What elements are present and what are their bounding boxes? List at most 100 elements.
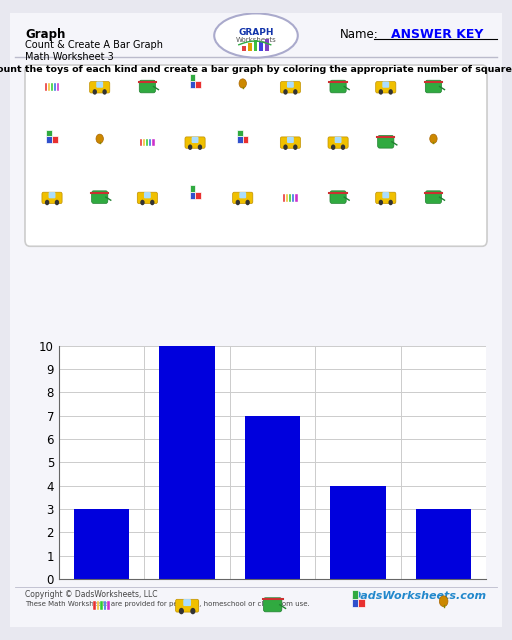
FancyBboxPatch shape	[140, 139, 142, 147]
FancyBboxPatch shape	[189, 74, 195, 81]
FancyBboxPatch shape	[283, 194, 285, 202]
Circle shape	[283, 145, 288, 150]
FancyBboxPatch shape	[191, 137, 199, 143]
FancyBboxPatch shape	[139, 80, 156, 93]
Bar	[74, 509, 130, 579]
Circle shape	[430, 134, 437, 143]
FancyBboxPatch shape	[289, 194, 291, 202]
Circle shape	[293, 145, 297, 150]
Circle shape	[150, 200, 155, 205]
Text: DadsWorksheets.com: DadsWorksheets.com	[352, 591, 487, 602]
FancyBboxPatch shape	[248, 43, 251, 51]
FancyBboxPatch shape	[378, 136, 394, 148]
FancyBboxPatch shape	[253, 40, 258, 51]
Circle shape	[190, 608, 196, 614]
FancyBboxPatch shape	[352, 591, 358, 598]
FancyBboxPatch shape	[25, 65, 487, 246]
Circle shape	[96, 134, 103, 143]
FancyBboxPatch shape	[260, 42, 263, 51]
Bar	[330, 486, 386, 579]
FancyBboxPatch shape	[242, 46, 246, 51]
FancyBboxPatch shape	[51, 83, 53, 91]
FancyBboxPatch shape	[90, 82, 110, 93]
Text: Copyright © DadsWorksheets, LLC: Copyright © DadsWorksheets, LLC	[25, 590, 158, 599]
Circle shape	[179, 608, 184, 614]
FancyBboxPatch shape	[183, 599, 191, 606]
FancyBboxPatch shape	[152, 139, 155, 147]
FancyBboxPatch shape	[281, 137, 301, 148]
Circle shape	[93, 89, 97, 95]
Circle shape	[379, 89, 383, 95]
FancyBboxPatch shape	[425, 80, 441, 93]
FancyBboxPatch shape	[8, 10, 504, 630]
Circle shape	[389, 89, 393, 95]
Ellipse shape	[214, 13, 298, 58]
Circle shape	[188, 145, 193, 150]
FancyBboxPatch shape	[143, 139, 145, 147]
Circle shape	[245, 200, 250, 205]
FancyBboxPatch shape	[281, 82, 301, 93]
FancyBboxPatch shape	[47, 136, 52, 143]
FancyBboxPatch shape	[52, 136, 57, 143]
FancyBboxPatch shape	[263, 598, 282, 612]
Text: Name:: Name:	[339, 28, 378, 41]
Text: Worksheets: Worksheets	[236, 37, 276, 44]
Text: ANSWER KEY: ANSWER KEY	[391, 28, 483, 41]
FancyBboxPatch shape	[239, 192, 246, 198]
Text: Graph: Graph	[25, 28, 66, 41]
FancyBboxPatch shape	[330, 80, 346, 93]
FancyBboxPatch shape	[358, 598, 365, 607]
Bar	[245, 416, 301, 579]
Circle shape	[331, 145, 335, 150]
Bar	[416, 509, 472, 579]
FancyBboxPatch shape	[108, 601, 110, 610]
FancyBboxPatch shape	[195, 192, 201, 198]
Circle shape	[239, 79, 246, 88]
Text: Math Worksheet 3: Math Worksheet 3	[25, 51, 114, 61]
FancyBboxPatch shape	[382, 81, 389, 88]
Text: These Math Worksheets are provided for personal, homeschool or classroom use.: These Math Worksheets are provided for p…	[25, 601, 310, 607]
FancyBboxPatch shape	[104, 601, 106, 610]
Circle shape	[439, 596, 448, 607]
FancyBboxPatch shape	[328, 137, 348, 148]
FancyBboxPatch shape	[48, 83, 50, 91]
FancyBboxPatch shape	[189, 81, 195, 88]
FancyBboxPatch shape	[144, 192, 151, 198]
Circle shape	[45, 200, 49, 205]
FancyBboxPatch shape	[57, 83, 59, 91]
Bar	[159, 346, 215, 579]
FancyBboxPatch shape	[287, 137, 294, 143]
FancyBboxPatch shape	[146, 139, 148, 147]
Text: GRAPH: GRAPH	[238, 28, 274, 37]
FancyBboxPatch shape	[295, 194, 297, 202]
Circle shape	[55, 200, 59, 205]
Circle shape	[283, 89, 288, 95]
FancyBboxPatch shape	[189, 192, 195, 198]
FancyBboxPatch shape	[49, 192, 55, 198]
FancyBboxPatch shape	[92, 191, 108, 204]
FancyBboxPatch shape	[149, 139, 152, 147]
FancyBboxPatch shape	[265, 38, 269, 51]
FancyBboxPatch shape	[185, 137, 205, 148]
FancyBboxPatch shape	[54, 83, 56, 91]
FancyBboxPatch shape	[330, 191, 346, 204]
FancyBboxPatch shape	[100, 601, 103, 610]
Circle shape	[198, 145, 202, 150]
FancyBboxPatch shape	[97, 601, 99, 610]
Text: Count & Create A Bar Graph: Count & Create A Bar Graph	[25, 40, 163, 51]
FancyBboxPatch shape	[189, 185, 195, 192]
FancyBboxPatch shape	[287, 81, 294, 88]
Circle shape	[389, 200, 393, 205]
FancyBboxPatch shape	[232, 192, 253, 204]
FancyBboxPatch shape	[335, 137, 342, 143]
Text: Count the toys of each kind and create a bar graph by coloring the appropriate n: Count the toys of each kind and create a…	[0, 65, 512, 74]
FancyBboxPatch shape	[237, 136, 243, 143]
FancyBboxPatch shape	[376, 192, 396, 204]
FancyBboxPatch shape	[376, 82, 396, 93]
Circle shape	[293, 89, 297, 95]
FancyBboxPatch shape	[137, 192, 158, 204]
FancyBboxPatch shape	[176, 599, 199, 612]
FancyBboxPatch shape	[292, 194, 294, 202]
Circle shape	[379, 200, 383, 205]
FancyBboxPatch shape	[195, 81, 201, 88]
